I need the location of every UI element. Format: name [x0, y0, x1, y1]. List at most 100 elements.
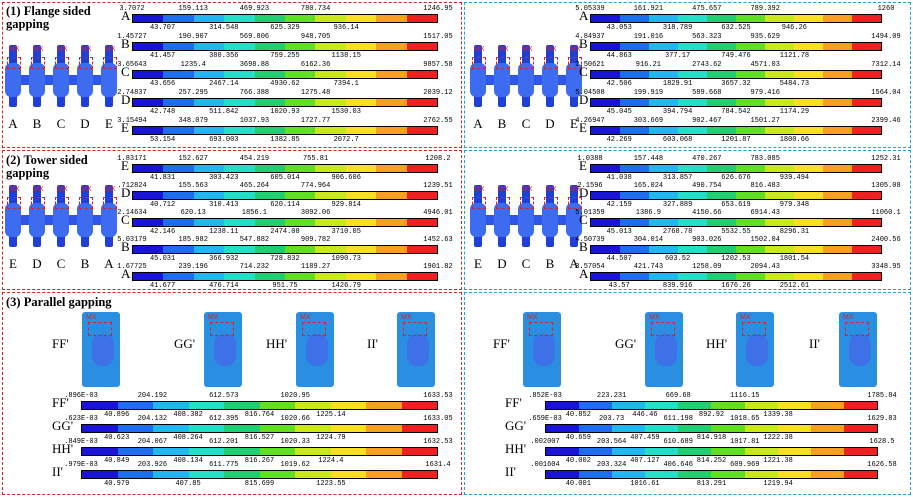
flange-left-tick-top: 569.806	[239, 33, 270, 41]
parallel-left-tick-bottom: 408.134	[173, 457, 203, 465]
flange-left-gap-marker	[103, 57, 117, 69]
color-segment	[678, 402, 712, 409]
parallel-left-tick-bottom: 40.849	[104, 457, 130, 465]
color-segment	[736, 99, 765, 106]
color-segment	[133, 99, 164, 106]
tower-left-tick-top: 465.264	[239, 182, 270, 190]
color-segment	[345, 71, 377, 78]
tower-right-panel	[464, 150, 911, 290]
flange-right-colorbar	[590, 126, 882, 135]
parallel-right-tick-top: 1017.81	[730, 438, 760, 446]
color-segment	[193, 165, 225, 172]
color-segment	[546, 471, 580, 478]
color-segment	[765, 192, 794, 199]
parallel-left-panel	[2, 292, 462, 495]
tower-left-gap-marker	[31, 197, 45, 209]
flange-right-flange-hub	[494, 63, 510, 97]
color-segment	[620, 71, 649, 78]
tower-left-tick-top: 755.81	[302, 155, 329, 163]
tower-left-tick-top: 1208.2	[425, 155, 451, 163]
color-segment	[823, 43, 852, 50]
parallel-left-tick-top: 1020.66	[280, 415, 310, 423]
parallel-right-tick-bottom: 407.127	[630, 457, 660, 465]
parallel-left-tick-top: 204.132	[137, 415, 168, 423]
color-segment	[765, 71, 794, 78]
flange-right-section-letter: A	[473, 116, 483, 131]
color-segment	[163, 246, 194, 253]
tower-right-tick-top: 6914.43	[750, 209, 780, 217]
parallel-left-model: MX	[204, 312, 242, 387]
tower-right-tick-bottom: 653.619	[721, 201, 751, 209]
tower-left-tick-top: 774.964	[300, 182, 331, 190]
color-segment	[295, 471, 331, 478]
color-segment	[736, 71, 765, 78]
tower-right-tick-bottom: 626.676	[721, 174, 751, 182]
tower-right-tick-top: 816.483	[750, 182, 780, 190]
color-segment	[376, 99, 407, 106]
color-segment	[406, 15, 438, 22]
tower-right-section-letter: D	[497, 256, 507, 271]
flange-right-section-letter: C	[521, 116, 531, 131]
flange-panel-title: (1) Flange sided gapping	[6, 4, 91, 31]
parallel-left-tick-bottom: 1224.4	[318, 457, 344, 465]
color-segment	[406, 127, 438, 134]
parallel-right-tick-top: 1116.15	[730, 392, 760, 400]
color-segment	[794, 165, 823, 172]
color-segment	[612, 471, 646, 478]
color-segment	[376, 165, 407, 172]
flange-right-letter: C	[579, 64, 588, 79]
color-segment	[259, 448, 295, 455]
tower-left-gap-marker	[103, 197, 117, 209]
parallel-right-model: MX	[523, 312, 561, 387]
flange-right-tick-bottom: 42.269	[606, 136, 632, 144]
tower-right-section-letter: E	[474, 256, 482, 271]
color-segment	[153, 448, 189, 455]
tower-right-tick-bottom: 1801.54	[779, 255, 810, 263]
color-segment	[295, 448, 331, 455]
color-segment	[579, 471, 613, 478]
color-segment	[794, 246, 823, 253]
color-segment	[794, 15, 823, 22]
flange-left-model: MX MX MX MX MX A B C D E	[5, 45, 117, 131]
color-segment	[649, 71, 678, 78]
flange-left-mx-label: MX	[105, 46, 116, 53]
color-segment	[224, 15, 255, 22]
tower-left-tick-bottom: 605.014	[270, 174, 300, 182]
tower-left-tick-bottom: 42.146	[149, 228, 176, 236]
color-segment	[259, 402, 295, 409]
color-segment	[620, 219, 649, 226]
flange-left-tick-bottom: 1382.85	[270, 136, 300, 144]
parallel-left-tick-top: 1632.53	[423, 438, 453, 446]
flange-left-section-letter: E	[105, 116, 113, 131]
flange-left-tick-top: 2762.55	[423, 117, 453, 125]
parallel-right-tick-bottom: 1222.38	[763, 434, 793, 442]
color-segment	[193, 246, 225, 253]
tower-right-tick-bottom: 42.159	[606, 201, 632, 209]
tower-left-tick-top: 454.219	[239, 155, 270, 163]
tower-right-gap-marker	[520, 197, 534, 209]
tower-left-tick-bottom: 476.714	[209, 282, 239, 290]
parallel-left-tick-top: .623E-03	[64, 415, 98, 423]
color-segment	[366, 448, 402, 455]
tower-right-tick-bottom: 979.348	[779, 201, 810, 209]
color-segment	[765, 246, 794, 253]
color-segment	[546, 448, 580, 455]
color-segment	[285, 127, 316, 134]
color-segment	[678, 192, 707, 199]
flange-left-flange-hub	[77, 63, 93, 97]
color-segment	[133, 246, 164, 253]
tower-right-mx-label: MX	[570, 186, 581, 193]
flange-right-tick-top: 589.668	[692, 89, 722, 97]
flange-right-tick-top: 161.921	[633, 5, 664, 13]
parallel-right-tick-bottom: 813.291	[696, 480, 727, 488]
color-segment	[707, 273, 736, 280]
color-segment	[823, 127, 852, 134]
color-segment	[852, 246, 881, 253]
color-segment	[315, 273, 346, 280]
tower-left-flange-hub	[53, 203, 69, 237]
color-segment	[620, 192, 649, 199]
flange-left-letter: C	[121, 64, 130, 79]
parallel-right-tick-top: 203.564	[596, 438, 627, 446]
color-segment	[345, 192, 377, 199]
color-segment	[736, 192, 765, 199]
